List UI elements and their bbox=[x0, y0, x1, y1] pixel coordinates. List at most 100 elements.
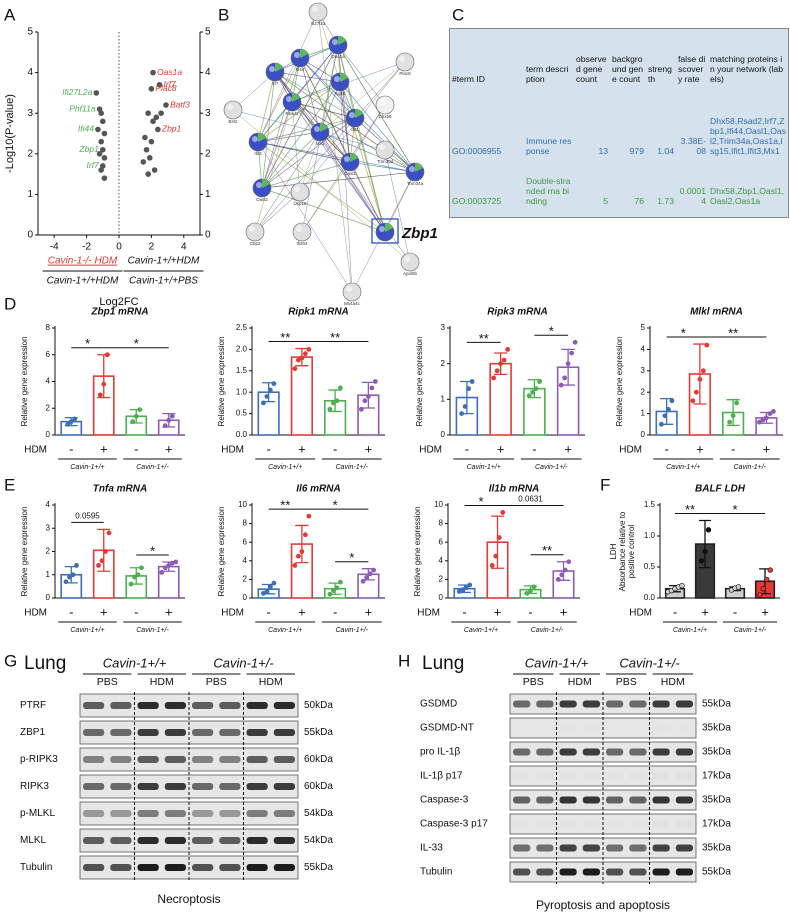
band bbox=[83, 702, 105, 709]
network-edge bbox=[257, 71, 276, 143]
table: #term ID term description observed gene co… bbox=[450, 29, 788, 207]
chart-title: Ripk1 mRNA bbox=[288, 307, 349, 318]
data-point bbox=[496, 535, 502, 540]
data-point bbox=[68, 419, 74, 425]
data-point bbox=[106, 530, 112, 536]
point bbox=[150, 69, 156, 76]
table-cell: 1.73 bbox=[657, 196, 674, 206]
treatment-sign: + bbox=[365, 604, 373, 619]
node-highlight bbox=[314, 126, 320, 132]
y-tick-label: 0 bbox=[46, 430, 51, 439]
y-tick-label: 0.5 bbox=[236, 409, 248, 418]
error-bar bbox=[295, 524, 309, 564]
error-bar bbox=[693, 343, 707, 405]
node-label: Ifit3 bbox=[254, 151, 262, 156]
protein-label: p-MLKL bbox=[20, 808, 55, 819]
band bbox=[110, 783, 132, 790]
data-point bbox=[162, 565, 168, 571]
data-point bbox=[662, 413, 668, 419]
node-wedge bbox=[385, 223, 393, 232]
group-label-bottom: Cavin-1+/+HDM bbox=[47, 276, 119, 287]
significance-label: * bbox=[349, 550, 354, 565]
network-edge bbox=[261, 101, 293, 189]
y-tick-label: 1.0 bbox=[236, 387, 248, 396]
blot-caption: Necroptosis bbox=[157, 892, 220, 906]
node-highlight bbox=[399, 56, 405, 62]
size-label: 60kDa bbox=[304, 781, 333, 792]
band bbox=[513, 748, 531, 756]
protein-label: MLKL bbox=[20, 835, 47, 846]
data-point bbox=[104, 352, 110, 358]
data-point bbox=[264, 589, 270, 594]
node-wedge bbox=[340, 73, 348, 82]
data-point bbox=[67, 574, 72, 580]
table-cell: Immune response bbox=[526, 136, 572, 156]
data-point bbox=[562, 375, 568, 381]
band bbox=[536, 772, 554, 780]
node-highlight bbox=[249, 226, 255, 232]
data-point bbox=[524, 590, 530, 596]
header-cell: term description bbox=[526, 64, 569, 84]
treatment-sign: - bbox=[266, 441, 270, 456]
network-edge bbox=[299, 131, 321, 193]
band bbox=[629, 868, 647, 876]
data-point bbox=[99, 558, 105, 564]
data-point bbox=[132, 574, 137, 580]
node-wedge bbox=[350, 153, 358, 162]
band bbox=[606, 868, 624, 876]
y-tick-label: 8 bbox=[243, 519, 248, 528]
data-point bbox=[569, 350, 575, 356]
y-tick-label: 3 bbox=[641, 366, 646, 375]
table-cell: 0.00014 bbox=[679, 186, 706, 206]
band bbox=[536, 820, 554, 828]
group-label-top: Cavin-1-/- HDM bbox=[48, 256, 118, 267]
node-highlight bbox=[346, 286, 352, 292]
band bbox=[246, 756, 268, 763]
data-point bbox=[489, 563, 495, 568]
x-tick-label: 2 bbox=[149, 242, 155, 253]
node-label: Trim34a bbox=[407, 181, 424, 186]
highlight-label: Zbp1 bbox=[401, 225, 438, 242]
y-tick-label: 0 bbox=[243, 593, 248, 602]
group-label: Cavin-1+/- bbox=[734, 627, 767, 634]
node-highlight bbox=[349, 112, 355, 118]
band bbox=[110, 756, 132, 763]
band bbox=[164, 702, 186, 709]
data-point bbox=[306, 347, 312, 352]
band bbox=[137, 729, 159, 736]
network-node bbox=[245, 222, 265, 242]
data-point bbox=[295, 357, 301, 363]
band bbox=[559, 868, 577, 876]
data-point bbox=[367, 571, 373, 577]
band bbox=[559, 772, 577, 780]
treatment-sign: + bbox=[100, 604, 108, 619]
y-axis-label: -Log10(P-value) bbox=[4, 94, 16, 173]
band bbox=[513, 700, 531, 708]
band bbox=[675, 772, 693, 780]
network-edge bbox=[299, 57, 321, 133]
data-point bbox=[498, 361, 504, 367]
size-label: 35kDa bbox=[702, 843, 731, 854]
data-point bbox=[537, 379, 543, 384]
band bbox=[137, 864, 159, 871]
point bbox=[142, 134, 148, 141]
band bbox=[192, 837, 214, 844]
table-cell: GO:0003725 bbox=[452, 196, 502, 206]
band bbox=[582, 724, 600, 732]
data-point bbox=[727, 419, 733, 425]
node-label: Mx1 bbox=[316, 141, 325, 146]
data-point bbox=[327, 591, 333, 597]
node-wedge bbox=[355, 109, 363, 118]
y-axis-label: Relative gene expression bbox=[217, 507, 226, 597]
network-edge bbox=[257, 131, 321, 143]
y2-tick-label: 3 bbox=[205, 108, 211, 119]
band bbox=[246, 864, 268, 871]
point bbox=[155, 126, 161, 133]
point bbox=[148, 86, 155, 92]
data-point bbox=[65, 421, 71, 427]
size-label: 17kDa bbox=[702, 771, 731, 782]
genotype-label: Cavin-1+/+ bbox=[103, 655, 167, 670]
data-point bbox=[526, 393, 532, 399]
data-point bbox=[63, 579, 69, 585]
